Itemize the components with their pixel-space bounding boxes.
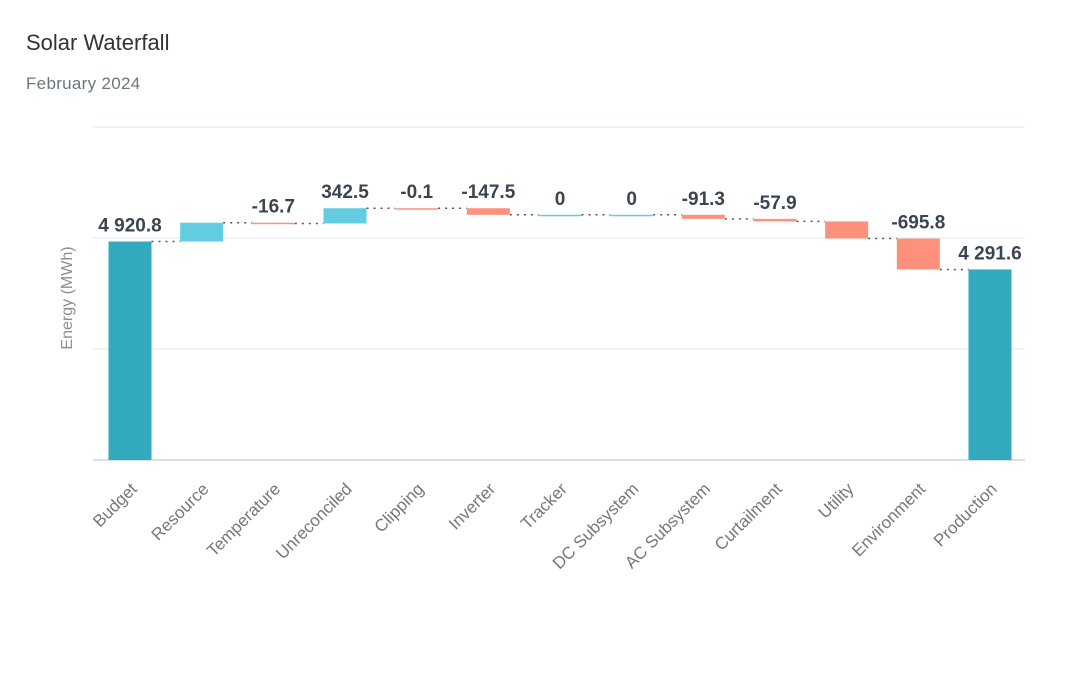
data-label: 342.5 <box>321 182 369 203</box>
bar-temperature <box>251 222 295 225</box>
bar-dc-subsystem <box>610 214 654 217</box>
data-label: 4 920.8 <box>98 216 161 237</box>
bar-production <box>968 269 1012 460</box>
data-label: -16.7 <box>252 197 295 218</box>
x-tick-label: Unreconciled <box>272 479 356 563</box>
y-axis-label: Energy (MWh) <box>59 246 76 349</box>
data-label: -695.8 <box>891 213 945 234</box>
bar-ac-subsystem <box>681 214 725 219</box>
data-label: -57.9 <box>753 193 796 214</box>
x-tick-label: Budget <box>89 479 141 531</box>
bar-utility <box>825 221 869 239</box>
bar-inverter <box>466 208 510 215</box>
x-tick-label: Production <box>930 479 1001 550</box>
x-tick-label: Utility <box>815 479 858 522</box>
x-tick-label: Temperature <box>203 479 284 560</box>
data-label: 0 <box>626 189 637 210</box>
x-tick-label: Environment <box>848 479 929 560</box>
chart-subtitle: February 2024 <box>26 74 141 93</box>
bar-unreconciled <box>323 208 367 224</box>
bar-budget <box>108 241 152 460</box>
bar-curtailment <box>753 218 797 222</box>
bar-clipping <box>395 208 439 210</box>
x-tick-label: Resource <box>148 479 213 544</box>
x-tick-label: Clipping <box>371 479 428 536</box>
chart-title: Solar Waterfall <box>26 30 170 55</box>
data-label: 4 291.6 <box>958 243 1021 264</box>
data-label: -147.5 <box>461 182 515 203</box>
bar-tracker <box>538 214 582 217</box>
x-tick-label: Inverter <box>445 479 499 533</box>
x-tick-label: Curtailment <box>711 479 786 554</box>
data-label: 0 <box>555 189 566 210</box>
x-tick-label: Tracker <box>517 479 571 533</box>
bar-resource <box>180 222 224 242</box>
data-label: -0.1 <box>400 182 433 203</box>
data-label: -91.3 <box>682 189 725 210</box>
bar-environment <box>896 238 940 270</box>
